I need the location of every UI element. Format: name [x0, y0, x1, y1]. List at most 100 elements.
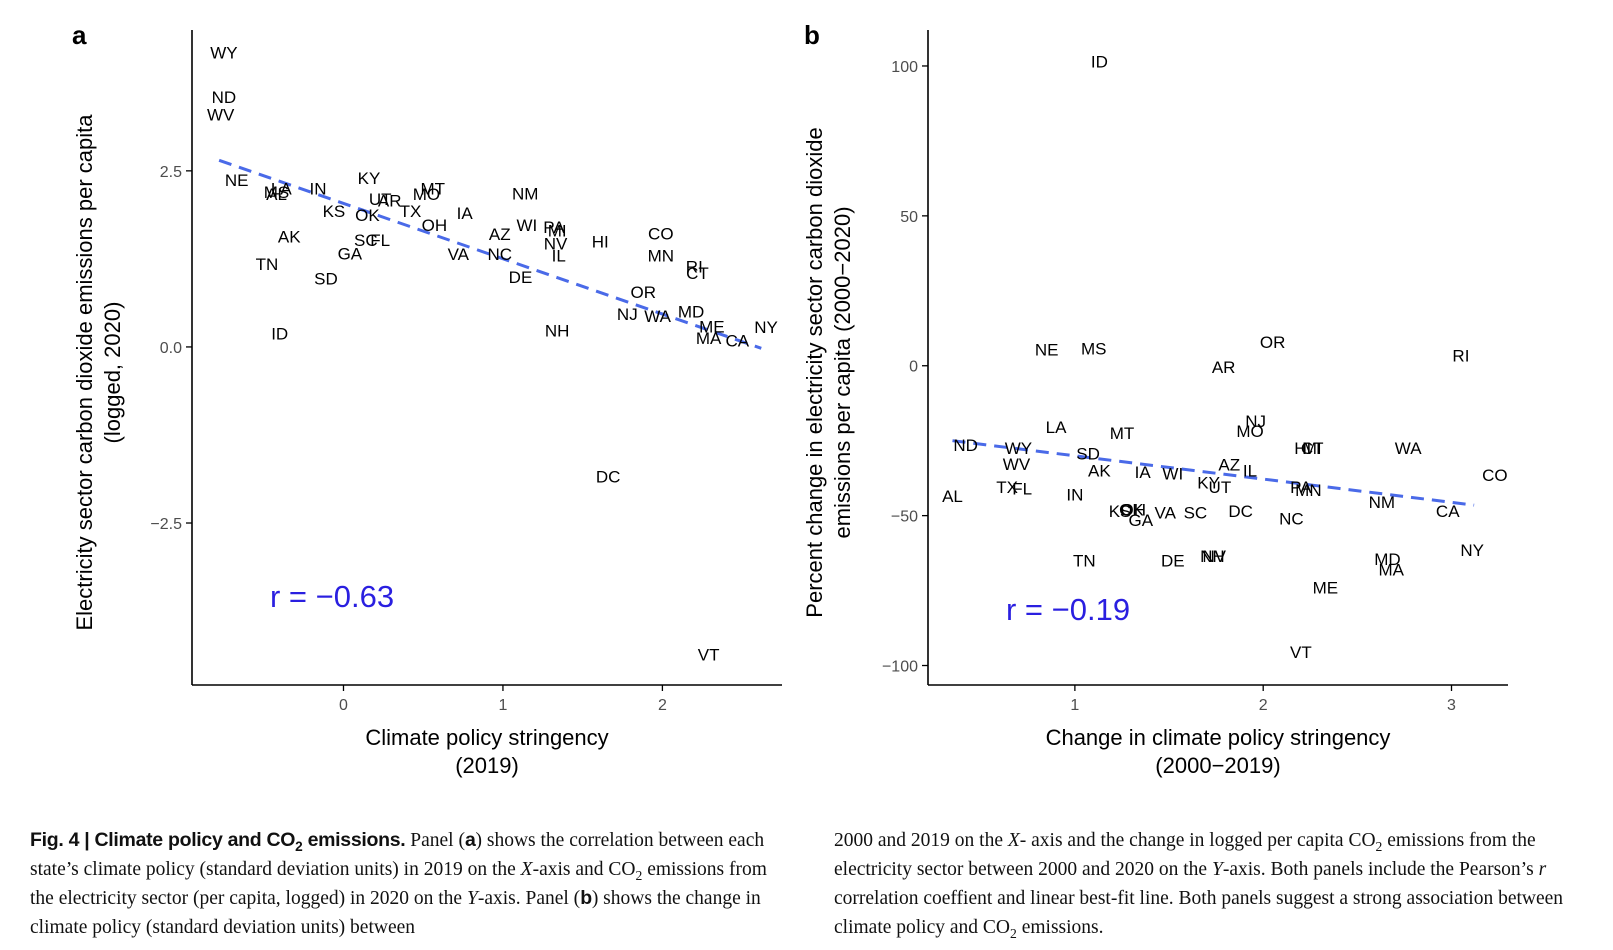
panel-label: b: [804, 20, 820, 50]
point-label-nm: NM: [512, 184, 538, 203]
point-label-dc: DC: [596, 468, 621, 487]
point-label-ct: CT: [686, 264, 709, 283]
point-label-ca: CA: [726, 332, 750, 351]
point-label-wi: WI: [1162, 465, 1183, 484]
x-axis-title: Change in climate policy stringency: [1046, 725, 1391, 750]
point-label-ca: CA: [1436, 502, 1460, 521]
point-label-tn: TN: [1073, 552, 1096, 571]
point-label-ok: OK: [1119, 501, 1144, 520]
correlation-annotation: r = −0.19: [1006, 592, 1130, 627]
point-label-mi: MI: [1303, 439, 1322, 458]
point-label-ar: AR: [378, 191, 402, 210]
point-label-sc: SC: [1184, 504, 1208, 523]
x-tick-label: 0: [339, 697, 348, 714]
y-tick-label: 0.0: [160, 340, 182, 357]
point-label-mo: MO: [413, 185, 440, 204]
point-label-ny: NY: [754, 318, 778, 337]
point-label-ut: UT: [1209, 478, 1232, 497]
point-label-wy: WY: [1005, 439, 1032, 458]
y-tick-label: 50: [900, 209, 918, 226]
point-label-nm: NM: [1369, 493, 1395, 512]
point-label-al: AL: [266, 185, 287, 204]
x-tick-label: 1: [498, 697, 507, 714]
point-label-wa: WA: [1395, 439, 1422, 458]
point-label-or: OR: [631, 283, 657, 302]
point-label-nh: NH: [1200, 547, 1225, 566]
y-axis-title: Percent change in electricity sector car…: [802, 127, 827, 617]
point-label-wv: WV: [1003, 455, 1031, 474]
point-label-ok: OK: [355, 206, 380, 225]
point-label-ne: NE: [225, 171, 249, 190]
y-tick-label: 0: [909, 359, 918, 376]
point-label-tx: TX: [996, 478, 1018, 497]
y-axis-title: (logged, 2020): [100, 302, 125, 444]
point-label-me: ME: [1313, 579, 1339, 598]
panel-a: a 2.5 0.0 −2.5 0 1 2 Climate policy stringency (…: [72, 20, 782, 778]
point-label-mn: MN: [1295, 481, 1321, 500]
caption-heading: Fig. 4 | Climate policy and CO2 emission…: [30, 829, 406, 854]
point-label-va: VA: [448, 245, 470, 264]
point-label-ks: KS: [323, 202, 346, 221]
point-label-nj: NJ: [617, 305, 638, 324]
point-label-ut: UT: [369, 190, 392, 209]
point-label-oh: OH: [1121, 501, 1147, 520]
point-label-wv: WV: [207, 106, 235, 125]
point-label-ky: KY: [358, 169, 381, 188]
point-label-ny: NY: [1460, 541, 1484, 560]
point-label-ne: NE: [1035, 340, 1059, 359]
point-label-tx: TX: [400, 202, 422, 221]
x-axis-title: (2000−2019): [1155, 753, 1280, 778]
point-label-nd: ND: [953, 436, 978, 455]
point-label-nv: NV: [1202, 547, 1226, 566]
point-label-or: OR: [1260, 333, 1286, 352]
point-label-mn: MN: [648, 246, 674, 265]
point-label-tn: TN: [256, 255, 279, 274]
point-label-pa: PA: [543, 218, 565, 237]
x-tick-label: 1: [1070, 697, 1079, 714]
point-label-wa: WA: [644, 307, 671, 326]
point-label-nv: NV: [544, 234, 568, 253]
x-tick-label: 3: [1447, 697, 1456, 714]
y-axis-title: emissions per capita (2000−2020): [830, 206, 855, 538]
point-label-de: DE: [1161, 552, 1185, 571]
point-label-sd: SD: [1076, 445, 1100, 464]
point-label-ms: MS: [1081, 339, 1107, 358]
point-label-il: IL: [552, 246, 566, 265]
point-label-ri: RI: [686, 258, 703, 277]
point-label-ia: IA: [1135, 463, 1152, 482]
point-label-az: AZ: [489, 225, 511, 244]
x-axis-title: Climate policy stringency: [365, 725, 608, 750]
point-label-ks: KS: [1109, 502, 1132, 521]
point-label-ga: GA: [1129, 511, 1154, 530]
point-label-ky: KY: [1197, 474, 1220, 493]
point-label-mt: MT: [1110, 424, 1135, 443]
point-label-md: MD: [1374, 550, 1400, 569]
y-tick-label: 100: [891, 59, 918, 76]
point-label-mo: MO: [1236, 422, 1263, 441]
point-label-fl: FL: [370, 231, 390, 250]
correlation-annotation: r = −0.63: [270, 579, 394, 614]
point-label-nc: NC: [487, 245, 512, 264]
point-label-nj: NJ: [1245, 412, 1266, 431]
point-label-la: LA: [271, 179, 292, 198]
point-label-az: AZ: [1218, 456, 1240, 475]
best-fit-line: [952, 439, 1475, 507]
point-label-ga: GA: [338, 244, 363, 263]
point-label-ia: IA: [457, 204, 474, 223]
point-label-ma: MA: [1378, 561, 1404, 580]
caption-right: 2000 and 2019 on the X- axis and the cha…: [834, 830, 1564, 941]
point-label-wi: WI: [516, 216, 537, 235]
point-label-hi: HI: [1294, 439, 1311, 458]
point-label-al: AL: [942, 487, 963, 506]
figure-area: a 2.5 0.0 −2.5 0 1 2 Climate policy stringency (…: [72, 20, 1508, 778]
point-label-co: CO: [1482, 466, 1508, 485]
point-label-nd: ND: [212, 88, 237, 107]
point-label-ar: AR: [1212, 358, 1236, 377]
point-label-hi: HI: [592, 232, 609, 251]
point-label-fl: FL: [1012, 480, 1032, 499]
point-label-ct: CT: [1301, 439, 1324, 458]
point-label-sc: SC: [354, 231, 378, 250]
point-label-dc: DC: [1228, 502, 1253, 521]
panel-label: a: [72, 20, 87, 50]
panel-b: b 100 50 0 −50 −100 1 2 3 Change in climate polic…: [802, 20, 1508, 778]
